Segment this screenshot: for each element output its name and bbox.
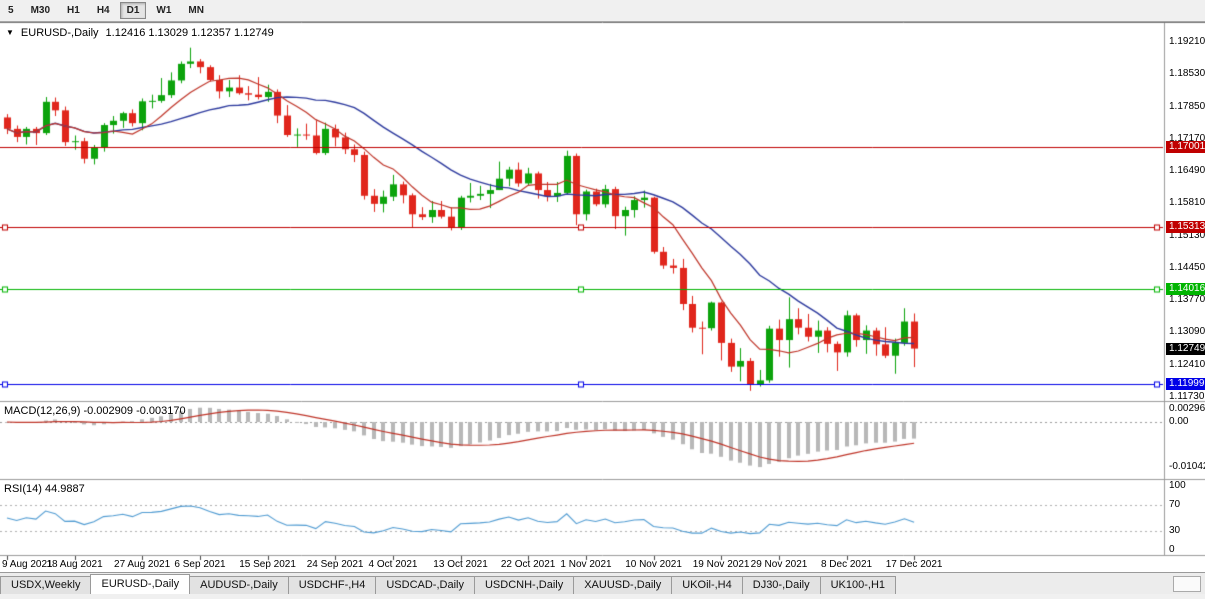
tab-usdcnh-daily[interactable]: USDCNH-,Daily	[473, 576, 575, 594]
rsi-axis-label: 70	[1169, 499, 1181, 511]
rsi-axis-label: 30	[1169, 524, 1181, 536]
date-axis-label: 1 Nov 2021	[560, 559, 612, 570]
tab-xauusd-daily[interactable]: XAUUSD-,Daily	[573, 576, 673, 594]
macd-axis-label: 0.002966	[1169, 403, 1205, 415]
rsi-axis-label: 100	[1169, 480, 1186, 491]
price-axis[interactable]: 1.19210 1.18530 1.17850 1.17170 1.16490 1.158…	[1166, 22, 1205, 555]
macd-axis-label: -0.01042	[1169, 461, 1205, 473]
hline-price-badge: 1.15313	[1166, 220, 1205, 233]
price-axis-label: 1.15130	[1169, 229, 1205, 241]
tab-usdcad-daily[interactable]: USDCAD-,Daily	[375, 576, 475, 594]
date-axis[interactable]: 9 Aug 2021 18 Aug 2021 27 Aug 2021 6 Sep 20…	[0, 556, 1163, 572]
price-axis-label: 1.13090	[1169, 326, 1205, 338]
timeframe-5[interactable]: 5	[8, 5, 14, 16]
price-axis-label: 1.18530	[1169, 68, 1205, 80]
timeframe-h1[interactable]: H1	[67, 5, 80, 16]
timeframe-w1[interactable]: W1	[156, 5, 172, 16]
date-axis-label: 8 Dec 2021	[820, 559, 873, 570]
date-axis-label: 27 Aug 2021	[114, 559, 171, 570]
timeframe-m30[interactable]: M30	[30, 5, 51, 16]
price-axis-label: 1.17850	[1169, 100, 1205, 112]
date-axis-label: 19 Nov 2021	[692, 559, 750, 570]
timeframe-mn[interactable]: MN	[188, 5, 204, 16]
price-axis-label: 1.14450	[1169, 261, 1205, 273]
price-chart-canvas[interactable]	[0, 22, 1205, 572]
date-axis-label: 17 Dec 2021	[885, 559, 943, 570]
price-axis-label: 1.13770	[1169, 294, 1205, 306]
price-axis-label: 1.12410	[1169, 358, 1205, 370]
tab-usdchf-h4[interactable]: USDCHF-,H4	[287, 576, 377, 594]
symbol-dropdown-icon[interactable]: ▼	[6, 28, 14, 37]
tab-audusd-daily[interactable]: AUDUSD-,Daily	[189, 576, 289, 594]
price-axis-label: 1.11730	[1169, 391, 1205, 402]
date-axis-label: 10 Nov 2021	[625, 559, 682, 570]
tab-dj30-daily[interactable]: DJ30-,Daily	[741, 576, 821, 594]
tab-uk100-h1[interactable]: UK100-,H1	[819, 576, 897, 594]
current-price-badge: 1.12749	[1166, 342, 1205, 355]
date-axis-label: 13 Oct 2021	[433, 559, 488, 570]
date-axis-label: 4 Oct 2021	[368, 559, 418, 570]
date-axis-label: 24 Sep 2021	[306, 559, 364, 570]
date-axis-label: 15 Sep 2021	[239, 559, 296, 570]
price-axis-label: 1.15810	[1169, 197, 1205, 209]
tab-usdx-weekly[interactable]: USDX,Weekly	[0, 576, 92, 594]
tab-eurusd-daily[interactable]: EURUSD-,Daily	[90, 574, 191, 594]
price-axis-label: 1.16490	[1169, 165, 1205, 177]
hline-price-badge: 1.11999	[1166, 378, 1205, 391]
date-axis-label: 9 Aug 2021	[2, 559, 53, 570]
tab-ukoil-h4[interactable]: UKOil-,H4	[671, 576, 743, 594]
timeframe-toolbar: 5 M30 H1 H4 D1 W1 MN	[0, 0, 1205, 22]
macd-axis-label: 0.00	[1169, 416, 1189, 427]
price-axis-label: 1.17170	[1169, 132, 1205, 144]
window-bottom-strip	[0, 594, 1205, 599]
price-axis-label: 1.19210	[1169, 36, 1205, 47]
tab-scroll-control[interactable]	[1173, 576, 1201, 592]
date-axis-label: 22 Oct 2021	[500, 559, 556, 570]
timeframe-h4[interactable]: H4	[96, 5, 110, 16]
rsi-axis-label: 0	[1169, 544, 1175, 555]
date-axis-label: 29 Nov 2021	[750, 559, 808, 570]
date-axis-label: 18 Aug 2021	[46, 559, 103, 570]
hline-price-badge: 1.17001	[1166, 140, 1205, 153]
timeframe-d1[interactable]: D1	[119, 2, 147, 19]
date-axis-label: 6 Sep 2021	[174, 559, 226, 570]
chart-window: ▼ EURUSD-,Daily 1.12416 1.13029 1.12357 …	[0, 22, 1205, 572]
hline-price-badge: 1.14016	[1166, 282, 1205, 295]
chart-tab-bar: USDX,Weekly EURUSD-,Daily AUDUSD-,Daily USD…	[0, 572, 1205, 594]
